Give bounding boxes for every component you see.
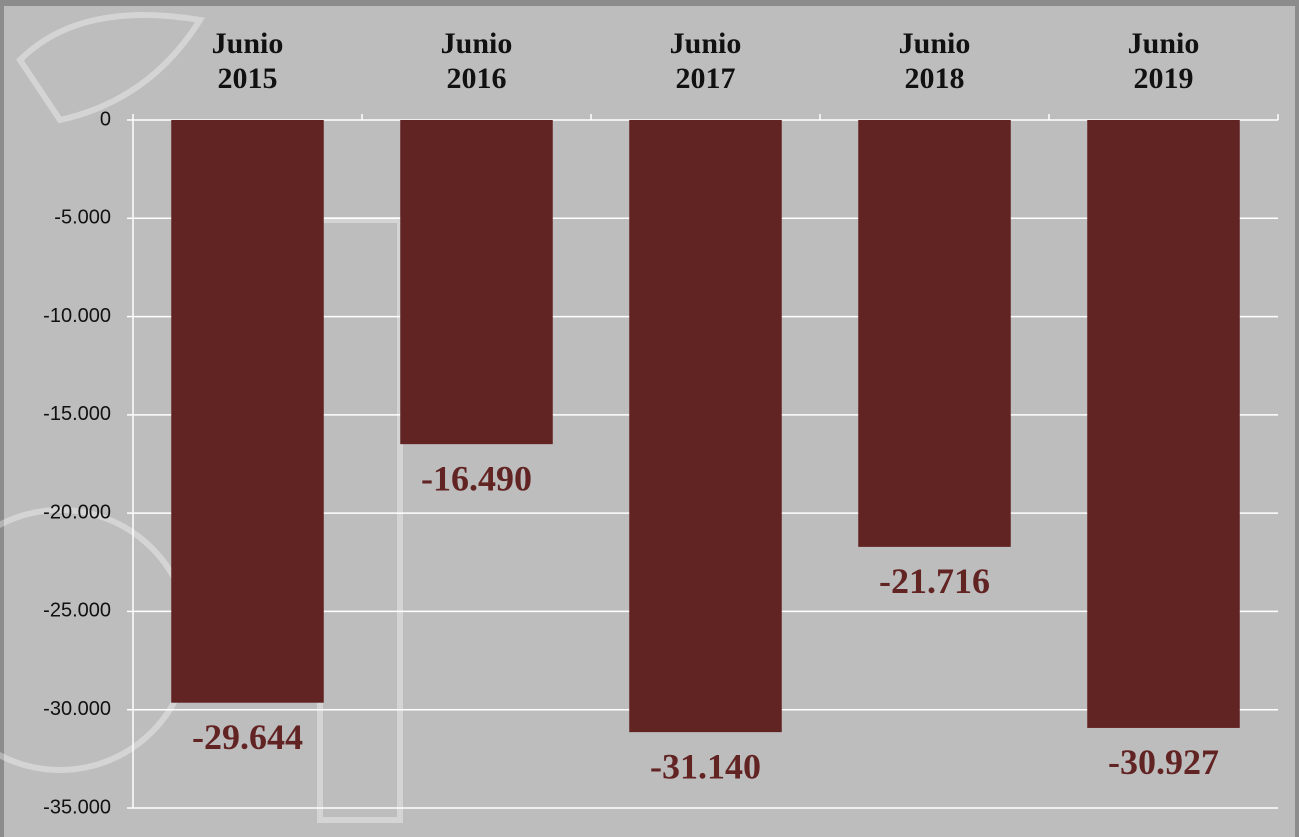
frame-top [0, 0, 1299, 6]
frame-left [0, 0, 4, 837]
bar [171, 120, 324, 703]
y-tick-label: -35.000 [43, 796, 111, 818]
x-tick-label: Junio 2017 [669, 27, 742, 95]
x-tick-label: Junio 2018 [898, 27, 971, 95]
bar [1087, 120, 1240, 728]
value-label: -21.716 [879, 561, 990, 601]
y-tick-label: -10.000 [43, 305, 111, 327]
y-tick-label: -20.000 [43, 501, 111, 523]
x-tick-label: Junio 2019 [1127, 27, 1200, 95]
y-tick-label: -25.000 [43, 600, 111, 622]
y-tick-label: -5.000 [54, 207, 111, 229]
bar [629, 120, 782, 733]
frame-right [1295, 0, 1299, 837]
y-tick-label: -30.000 [43, 698, 111, 720]
y-tick-label: 0 [100, 108, 111, 130]
value-label: -31.140 [650, 746, 761, 786]
bar [400, 120, 553, 445]
value-label: -29.644 [192, 717, 303, 757]
bar [858, 120, 1011, 547]
value-label: -16.490 [421, 458, 532, 498]
x-tick-label: Junio 2015 [211, 27, 284, 95]
value-label: -30.927 [1108, 742, 1219, 782]
y-tick-label: -15.000 [43, 403, 111, 425]
x-tick-label: Junio 2016 [440, 27, 513, 95]
